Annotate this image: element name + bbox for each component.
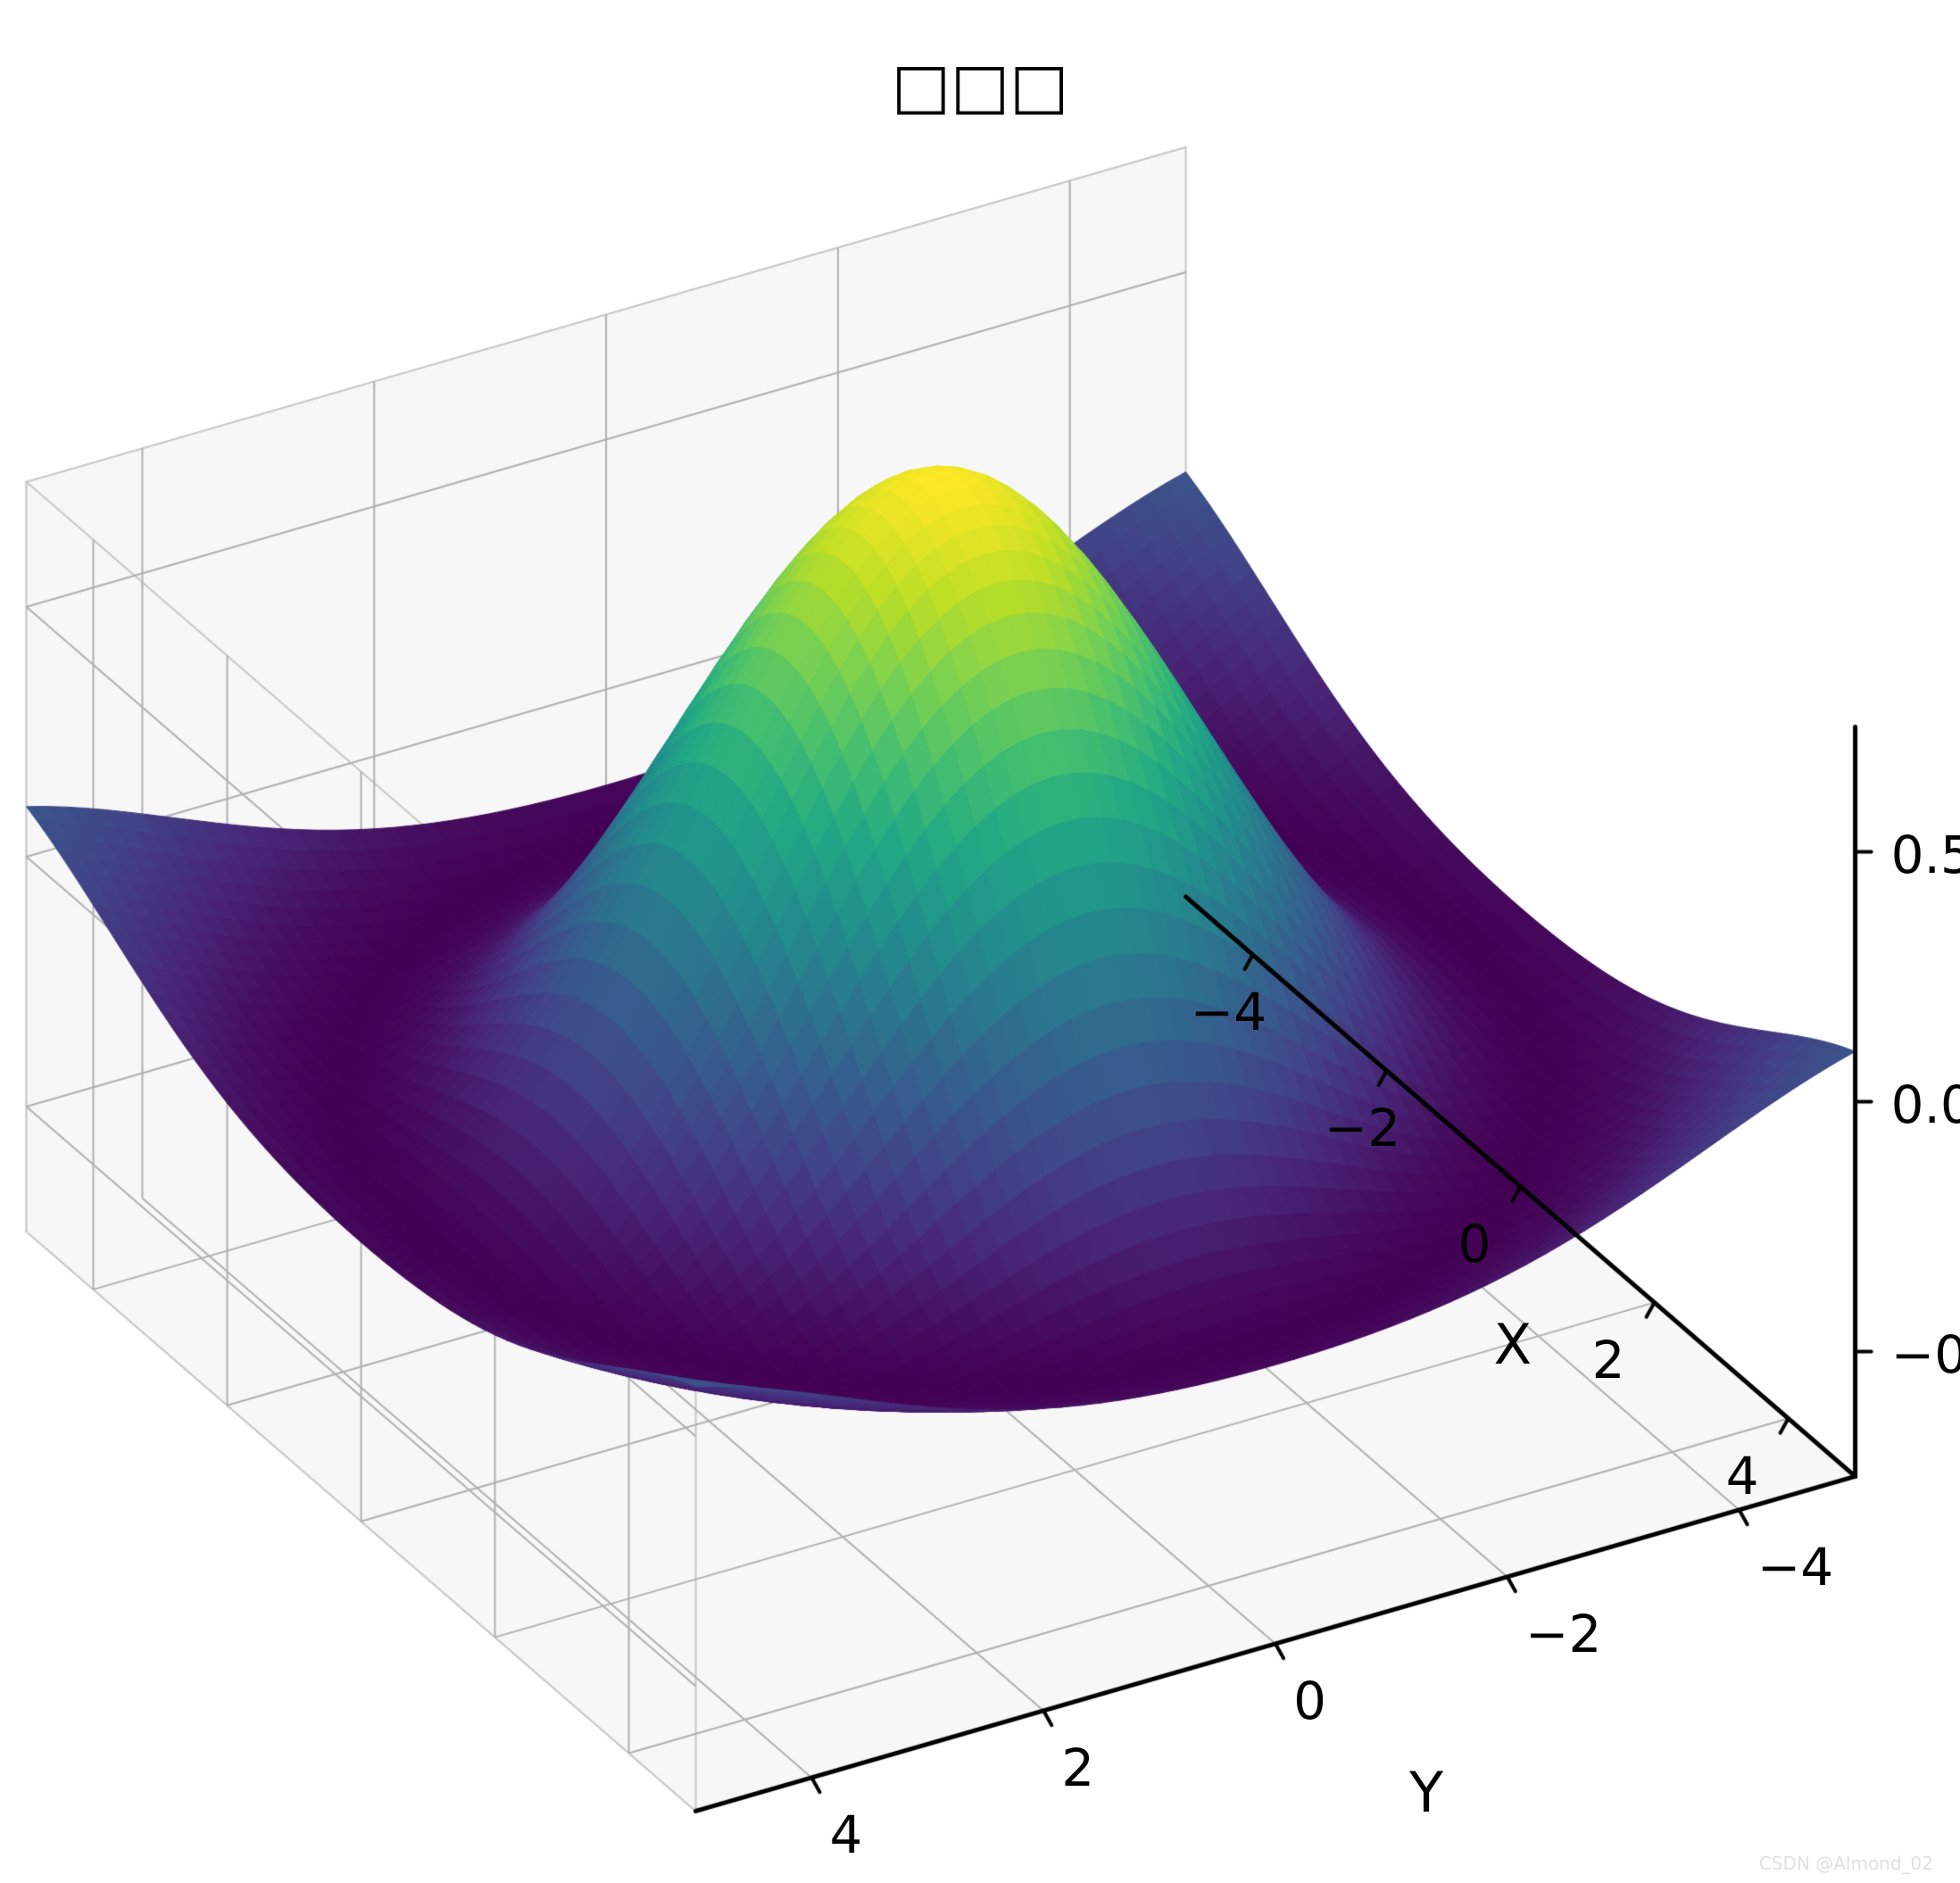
y-tick-label: −4 xyxy=(1757,1537,1834,1597)
z-tick-label: 0.0 xyxy=(1891,1074,1960,1135)
y-tick-label: 4 xyxy=(829,1804,862,1865)
x-tick-label: 0 xyxy=(1458,1214,1491,1274)
y-tick-label: 2 xyxy=(1061,1738,1094,1798)
x-tick-label: −4 xyxy=(1191,982,1267,1042)
x-tick-label: 2 xyxy=(1592,1330,1625,1390)
y-tick-label: 0 xyxy=(1293,1671,1326,1731)
y-axis-label: Y xyxy=(1409,1760,1443,1825)
x-tick-label: −2 xyxy=(1325,1098,1401,1158)
x-axis-label: X xyxy=(1494,1312,1532,1377)
surface-3d-plot xyxy=(0,0,1960,1883)
watermark-text: CSDN @Almond_02 xyxy=(1759,1853,1933,1874)
y-tick-label: −2 xyxy=(1525,1604,1602,1664)
x-tick-label: 4 xyxy=(1726,1446,1759,1506)
z-tick-label: 0.5 xyxy=(1891,825,1960,885)
z-tick-label: −0.5 xyxy=(1891,1324,1960,1385)
chart-title: □□□ xyxy=(892,49,1068,122)
